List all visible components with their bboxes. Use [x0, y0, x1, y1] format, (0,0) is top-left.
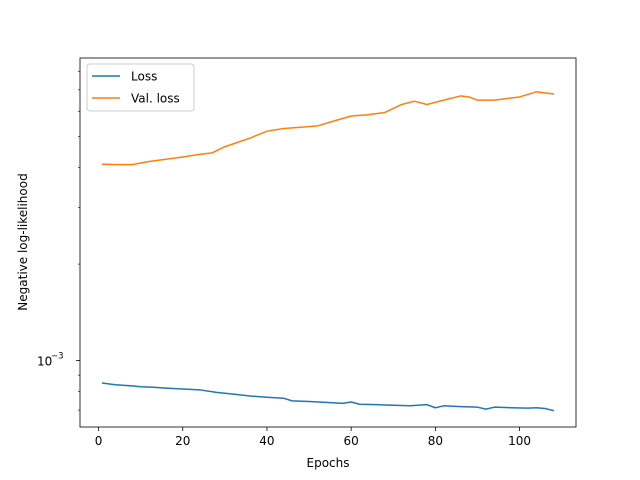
series-layer [101, 91, 555, 412]
series-line-0 [101, 382, 555, 412]
y-axis-label: Negative log-likelihood [16, 173, 30, 310]
x-tick-label: 100 [508, 434, 531, 448]
x-axis-ticks: 0 20 40 60 80 100 [95, 427, 531, 448]
legend-label-1: Val. loss [131, 92, 180, 106]
plot-area [80, 58, 576, 427]
x-tick-label: 0 [95, 434, 103, 448]
x-tick-label: 80 [428, 434, 443, 448]
x-tick-label: 60 [344, 434, 359, 448]
y-axis-ticks: 10−3 [37, 70, 80, 411]
x-axis-label: Epochs [307, 456, 350, 470]
y-tick-label: 10 [37, 355, 52, 369]
y-tick-exponent: −3 [51, 352, 64, 362]
series-line-1 [101, 91, 555, 166]
axes-frame [79, 57, 577, 428]
legend: Loss Val. loss [86, 63, 195, 112]
x-tick-label: 40 [259, 434, 274, 448]
x-tick-label: 20 [175, 434, 190, 448]
legend-label-0: Loss [131, 70, 157, 84]
